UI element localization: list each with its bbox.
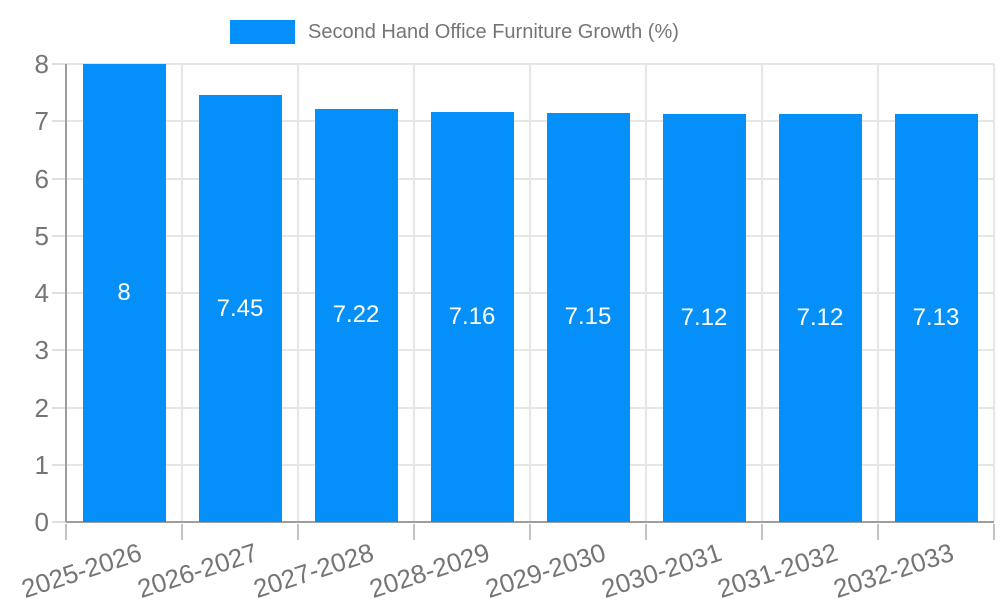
y-tick-mark — [52, 349, 66, 352]
bar: 7.45 — [198, 95, 282, 522]
y-tick-mark — [52, 292, 66, 294]
bar-value-label: 7.13 — [912, 303, 960, 331]
bar: 7.12 — [778, 114, 862, 522]
x-tick-mark — [993, 524, 995, 540]
x-tick-mark — [65, 524, 67, 540]
bar: 7.16 — [430, 112, 514, 522]
bar: 7.12 — [662, 114, 746, 522]
y-tick-mark — [52, 463, 66, 466]
x-tick-mark — [297, 524, 299, 540]
gridline-x — [413, 64, 415, 522]
y-tick-mark — [52, 120, 66, 123]
bar-value-label: 7.12 — [796, 304, 844, 332]
bar-value-label: 7.22 — [332, 301, 380, 329]
y-tick-label: 5 — [34, 220, 49, 251]
gridline-x — [877, 64, 879, 522]
gridline-x — [181, 64, 183, 522]
y-tick-label: 7 — [34, 106, 49, 137]
x-axis-line — [66, 521, 994, 523]
bar: 7.22 — [314, 108, 398, 522]
bar-value-label: 8 — [117, 279, 131, 306]
gridline-x — [993, 64, 995, 522]
y-tick-mark — [52, 177, 66, 180]
y-tick-mark — [52, 63, 66, 65]
x-tick-mark — [413, 524, 415, 540]
y-tick-label: 6 — [34, 163, 49, 194]
legend-swatch — [230, 20, 295, 44]
bar-value-label: 7.16 — [448, 303, 496, 331]
y-tick-label: 1 — [34, 449, 49, 480]
legend-label: Second Hand Office Furniture Growth (%) — [308, 20, 679, 43]
x-tick-mark — [877, 524, 879, 540]
y-tick-label: 8 — [34, 49, 49, 79]
y-tick-label: 3 — [34, 335, 49, 366]
bar: 7.13 — [894, 113, 978, 522]
legend: Second Hand Office Furniture Growth (%) — [230, 19, 679, 45]
gridline-x — [761, 64, 763, 522]
x-tick-mark — [529, 524, 531, 540]
bar-value-label: 7.45 — [216, 294, 264, 322]
bar: 7.15 — [546, 112, 630, 522]
x-tick-mark — [645, 524, 647, 540]
y-tick-mark — [52, 521, 66, 523]
y-tick-label: 0 — [34, 507, 49, 537]
x-tick-mark — [181, 524, 183, 540]
y-axis-line — [65, 64, 67, 522]
gridline-x — [529, 64, 531, 522]
y-tick-label: 2 — [34, 392, 49, 423]
y-tick-label: 4 — [34, 278, 49, 308]
bar: 8 — [82, 64, 166, 522]
bar-value-label: 7.15 — [564, 303, 612, 331]
y-tick-mark — [52, 234, 66, 237]
gridline-x — [645, 64, 647, 522]
bar-value-label: 7.12 — [680, 304, 728, 332]
x-tick-mark — [761, 524, 763, 540]
gridline-x — [297, 64, 299, 522]
y-tick-mark — [52, 406, 66, 409]
